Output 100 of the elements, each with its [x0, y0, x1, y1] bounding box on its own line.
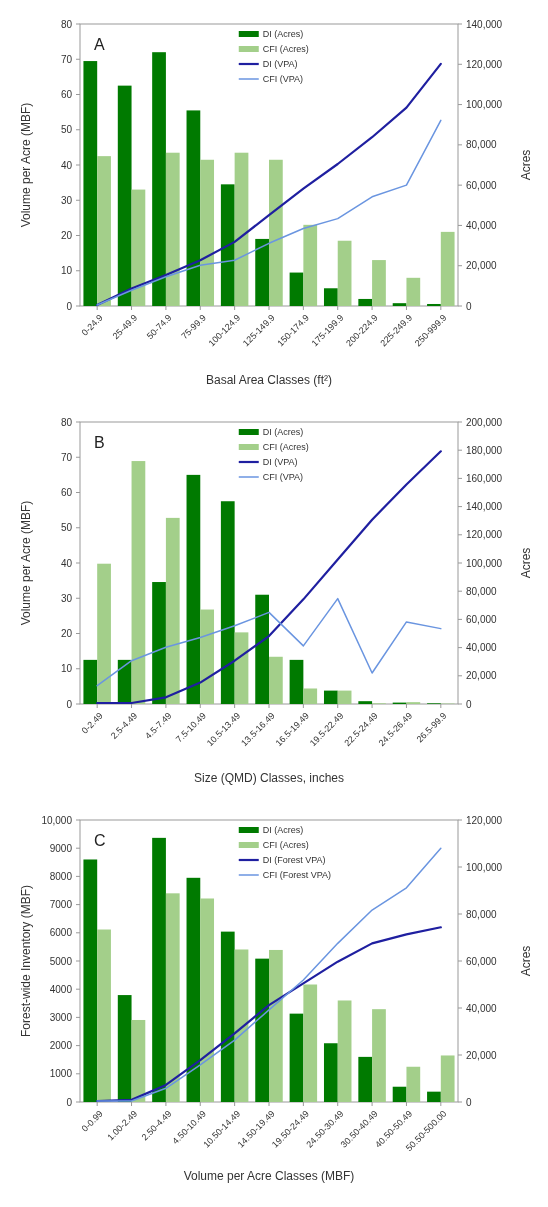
y-tick-label: 40	[60, 159, 73, 171]
y-axis-title: Volume per Acre (MBF)	[19, 102, 33, 228]
bar	[186, 474, 201, 704]
bar	[117, 659, 132, 704]
y2-tick-label: 140,000	[466, 501, 503, 513]
bar	[186, 110, 201, 306]
y2-tick-label: 40,000	[466, 642, 498, 654]
bar	[165, 152, 180, 306]
legend-label: CFI (Acres)	[262, 44, 309, 55]
bar	[152, 837, 166, 1102]
bar	[406, 1066, 421, 1102]
bar	[440, 1055, 455, 1102]
y2-tick-label: 180,000	[466, 444, 503, 456]
bar	[165, 517, 180, 704]
y-tick-label: 1000	[49, 1068, 73, 1080]
y-tick-label: 0	[66, 1096, 73, 1108]
y2-tick-label: 20,000	[466, 260, 498, 272]
y-tick-label: 60	[60, 89, 73, 100]
legend-label: CFI (Forest VPA)	[262, 870, 332, 881]
y-tick-label: 30	[60, 194, 73, 206]
bar	[117, 85, 132, 306]
bar	[255, 958, 269, 1102]
annotation: A	[94, 36, 105, 53]
y-tick-label: 0	[66, 698, 73, 710]
y2-tick-label: 0	[466, 698, 472, 710]
y2-tick-label: 80,000	[466, 908, 498, 920]
line-series	[96, 62, 442, 307]
bar	[392, 1086, 407, 1102]
y-tick-label: 8000	[49, 870, 73, 882]
y-tick-label: 50	[60, 522, 73, 534]
bar	[358, 701, 373, 704]
y-axis-title: Forest-wide Inventory (MBF)	[19, 884, 33, 1038]
bar	[220, 931, 235, 1102]
bar	[323, 690, 338, 704]
y2-tick-label: 100,000	[466, 557, 503, 569]
bar	[97, 929, 111, 1102]
y-tick-label: 10	[60, 265, 73, 277]
y-tick-label: 70	[60, 53, 73, 65]
y-tick-label: 6000	[49, 927, 73, 939]
legend-label: CFI (Acres)	[262, 840, 309, 851]
y-tick-label: 60	[60, 487, 73, 498]
y-tick-label: 20	[60, 230, 73, 241]
y2-tick-label: 120,000	[466, 814, 503, 826]
bar	[406, 277, 421, 306]
legend-label: CFI (VPA)	[262, 74, 304, 85]
legend-label: CFI (Acres)	[262, 442, 309, 453]
bar	[269, 656, 283, 704]
line-series	[96, 450, 442, 705]
legend-label: DI (Acres)	[262, 29, 304, 40]
bar	[427, 1091, 441, 1102]
bar	[255, 238, 269, 306]
bar	[200, 159, 215, 306]
legend-label: DI (Forest VPA)	[262, 855, 326, 866]
bar	[303, 984, 318, 1102]
y-tick-label: 5000	[49, 955, 73, 967]
bar	[440, 231, 455, 306]
bar	[289, 1013, 304, 1102]
bar	[392, 303, 407, 306]
y-tick-label: 2000	[49, 1040, 73, 1052]
y2-tick-label: 140,000	[466, 18, 503, 30]
bar	[269, 949, 283, 1102]
y2-axis-title: Acres	[519, 945, 533, 977]
y2-tick-label: 40,000	[466, 219, 498, 231]
bar	[255, 594, 269, 704]
bar	[323, 1043, 338, 1102]
bar	[200, 898, 215, 1102]
y-tick-label: 80	[60, 416, 73, 428]
bar	[358, 1056, 373, 1102]
bar	[186, 877, 201, 1102]
bar	[83, 859, 98, 1102]
bar	[358, 298, 373, 306]
y2-tick-label: 20,000	[466, 670, 498, 682]
bar	[83, 61, 98, 306]
bar	[337, 1000, 352, 1102]
y-tick-label: 40	[60, 557, 73, 569]
bar	[97, 563, 111, 704]
y-axis-title: Volume per Acre (MBF)	[19, 500, 33, 626]
y2-tick-label: 160,000	[466, 472, 503, 484]
y2-axis-title: Acres	[519, 149, 533, 181]
legend-label: DI (VPA)	[262, 457, 298, 468]
bar	[427, 303, 441, 306]
bar	[289, 659, 304, 704]
bar	[97, 156, 111, 306]
bar	[220, 184, 235, 306]
y-tick-label: 0	[66, 300, 73, 312]
bar	[337, 690, 352, 704]
legend-label: DI (Acres)	[262, 427, 304, 438]
line-series	[96, 597, 442, 687]
legend-label: DI (VPA)	[262, 59, 298, 70]
bar	[117, 995, 132, 1102]
y2-tick-label: 200,000	[466, 416, 503, 428]
bar	[372, 260, 386, 306]
y-tick-label: 30	[60, 592, 73, 604]
bar	[131, 189, 146, 306]
y-tick-label: 10	[60, 663, 73, 675]
y2-tick-label: 100,000	[466, 861, 503, 873]
y2-tick-label: 40,000	[466, 1002, 498, 1014]
y-tick-label: 3000	[49, 1011, 73, 1023]
annotation: C	[94, 832, 106, 849]
bar	[269, 159, 283, 306]
